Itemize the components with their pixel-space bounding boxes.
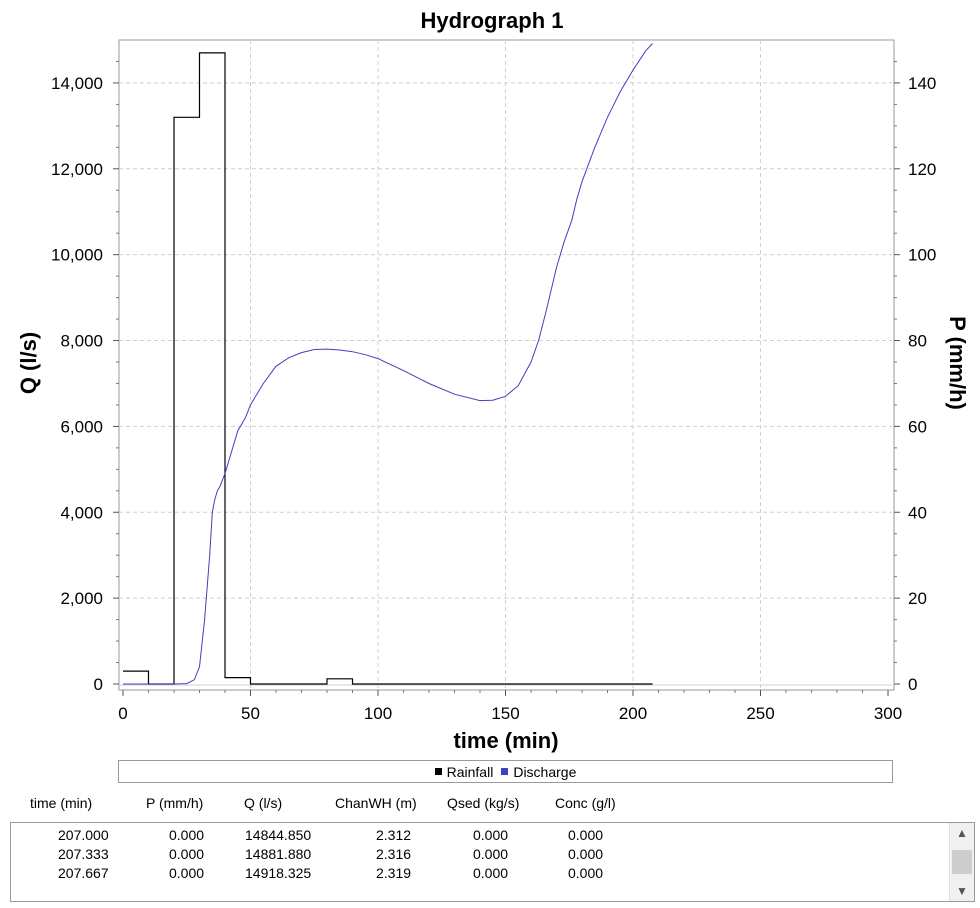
x-tick-label: 150 bbox=[491, 704, 519, 723]
y-tick-label: 0 bbox=[94, 675, 103, 694]
x-tick-label: 250 bbox=[746, 704, 774, 723]
table-row: 207.000 0.000 14844.850 2.312 0.000 0.00… bbox=[11, 825, 974, 844]
y2-tick-label: 60 bbox=[908, 417, 927, 436]
cell-time: 207.333 bbox=[58, 846, 109, 862]
scroll-down-icon[interactable]: ▼ bbox=[956, 884, 968, 898]
table-header-time: time (min) bbox=[30, 795, 93, 811]
y-tick-label: 2,000 bbox=[60, 589, 103, 608]
series-layer bbox=[123, 43, 653, 685]
axes: 0 50 100 150 200 250 30002,0004,0006,0008,0001… bbox=[51, 60, 936, 723]
y2-tick-label: 140 bbox=[908, 74, 936, 93]
x-tick-label: 200 bbox=[619, 704, 647, 723]
cell-qsed: 0.000 bbox=[473, 846, 509, 862]
y2-tick-label: 80 bbox=[908, 332, 927, 351]
series-discharge-line bbox=[123, 43, 653, 685]
x-tick-label: 50 bbox=[241, 704, 260, 723]
cell-p: 0.000 bbox=[169, 827, 205, 843]
cell-chanwh: 2.312 bbox=[376, 827, 412, 843]
y-tick-label: 14,000 bbox=[51, 74, 103, 93]
x-tick-label: 0 bbox=[118, 704, 127, 723]
cell-qsed: 0.000 bbox=[473, 827, 509, 843]
cell-q: 14844.850 bbox=[245, 827, 312, 843]
y2-tick-label: 120 bbox=[908, 160, 936, 179]
table-header: time (min) P (mm/h) Q (l/s) ChanWH (m) Q… bbox=[0, 795, 980, 815]
table-header-p: P (mm/h) bbox=[146, 795, 204, 811]
legend-swatch-rainfall bbox=[434, 768, 442, 775]
cell-qsed: 0.000 bbox=[473, 865, 509, 881]
y2-tick-label: 100 bbox=[908, 246, 936, 265]
y2-tick-label: 40 bbox=[908, 503, 927, 522]
cell-conc: 0.000 bbox=[568, 846, 604, 862]
cell-time: 207.667 bbox=[58, 865, 109, 881]
y-tick-label: 12,000 bbox=[51, 160, 103, 179]
cell-p: 0.000 bbox=[169, 846, 205, 862]
chart-legend: Rainfall Discharge bbox=[118, 760, 893, 783]
legend-item-discharge: Discharge bbox=[501, 764, 576, 780]
x-axis-label: time (min) bbox=[453, 728, 558, 753]
scroll-up-icon[interactable]: ▲ bbox=[956, 826, 968, 840]
scrollbar-thumb[interactable] bbox=[952, 850, 972, 874]
cell-chanwh: 2.319 bbox=[376, 865, 412, 881]
x-tick-label: 300 bbox=[874, 704, 902, 723]
legend-label-rainfall: Rainfall bbox=[446, 763, 494, 780]
table-header-chanwh: ChanWH (m) bbox=[335, 795, 417, 811]
y-tick-label: 4,000 bbox=[60, 503, 103, 522]
cell-q: 14881.880 bbox=[245, 846, 312, 862]
y-tick-label: 8,000 bbox=[60, 332, 103, 351]
y-tick-label: 6,000 bbox=[60, 417, 103, 436]
x-tick-label: 100 bbox=[364, 704, 392, 723]
y-tick-label: 10,000 bbox=[51, 246, 103, 265]
legend-label-discharge: Discharge bbox=[513, 763, 577, 780]
cell-conc: 0.000 bbox=[568, 827, 604, 843]
y-axis-label: Q (l/s) bbox=[16, 332, 41, 394]
grid-lines bbox=[119, 40, 892, 688]
cell-conc: 0.000 bbox=[568, 865, 604, 881]
y2-axis-label: P (mm/h) bbox=[945, 316, 970, 410]
table-scrollbar[interactable]: ▲ ▼ bbox=[949, 823, 974, 901]
y2-tick-label: 0 bbox=[908, 675, 917, 694]
chart-title: Hydrograph 1 bbox=[420, 8, 563, 33]
table-header-qsed: Qsed (kg/s) bbox=[447, 795, 520, 811]
table-row: 207.667 0.000 14918.325 2.319 0.000 0.00… bbox=[11, 863, 974, 882]
cell-chanwh: 2.316 bbox=[376, 846, 412, 862]
table-header-conc: Conc (g/l) bbox=[555, 795, 616, 811]
cell-time: 207.000 bbox=[58, 827, 109, 843]
hydrograph-chart: Hydrograph 1 0 50 100 150 200 250 30002,0004,0… bbox=[16, 8, 970, 753]
table-row: 207.333 0.000 14881.880 2.316 0.000 0.00… bbox=[11, 844, 974, 863]
legend-swatch-discharge bbox=[501, 768, 509, 775]
plot-area bbox=[118, 39, 895, 691]
cell-p: 0.000 bbox=[169, 865, 205, 881]
data-table[interactable]: 207.000 0.000 14844.850 2.312 0.000 0.00… bbox=[10, 822, 975, 902]
legend-item-rainfall: Rainfall bbox=[434, 763, 494, 780]
cell-q: 14918.325 bbox=[245, 865, 312, 881]
table-header-q: Q (l/s) bbox=[244, 795, 283, 811]
y2-tick-label: 20 bbox=[908, 589, 927, 608]
